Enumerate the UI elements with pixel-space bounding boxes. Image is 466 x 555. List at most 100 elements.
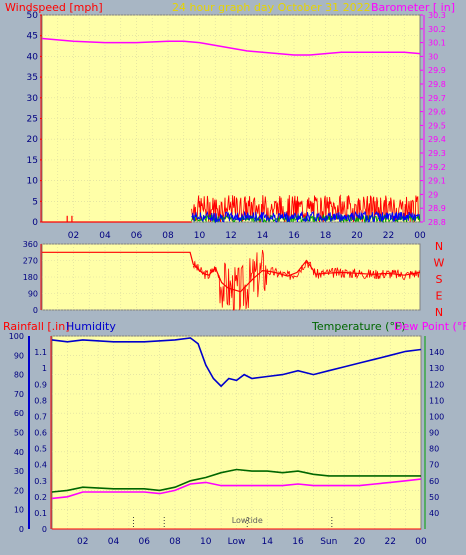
dew-point-series [51,478,422,500]
temperature-tick-label: 110 [429,396,444,405]
time-tick-label: 04 [99,231,111,241]
time-tick-label: 14 [257,231,269,241]
barometer-tick-label: 29.3 [428,149,446,158]
header: Windspeed [mph] 24 hour graph day Octobe… [5,1,455,14]
humidity-tick-label: 100 [9,332,24,341]
humidity-tick-label: 20 [14,486,24,495]
time-tick-label: 16 [288,231,300,241]
compass-label: S [436,273,443,286]
direction-series [42,251,421,293]
bottom-time-tick-label: 22 [385,537,396,547]
rainfall-tick-label: 0.9 [34,380,47,389]
wind-tick-label: 35 [27,73,38,83]
temperature-tick-label: 90 [429,429,439,438]
barometer-tick-label: 29.4 [428,135,446,144]
bottom-time-tick-label: Sun [320,537,337,547]
compass-label: E [436,290,443,303]
rainfall-tick-label: 0.5 [34,445,47,454]
temperature-tick-label: 50 [429,493,439,502]
compass-label: N [435,240,443,253]
rainfall-label: Rainfall [.in] [3,320,70,333]
humidity-tick-label: 70 [14,390,24,399]
rainfall-tick-label: 0.8 [34,396,47,405]
barometer-tick-label: 30 [428,52,438,61]
humidity-tick-label: 40 [14,448,24,457]
wind-tick-label: 5 [32,197,38,207]
barometer-tick-label: 29.1 [428,177,446,186]
barometer-series [41,37,421,56]
bottom-time-tick-label: Low [228,537,246,547]
barometer-tick-label: 29.6 [428,108,446,117]
wind-tick-label: 25 [27,115,38,125]
rainfall-tick-label: 0.1 [34,509,47,518]
barometer-tick-label: 30.1 [428,39,446,48]
barometer-tick-label: 28.9 [428,204,446,213]
time-tick-label: 02 [68,231,79,241]
windspeed-label: Windspeed [mph] [5,1,103,14]
wind-tick-label: 20 [27,135,39,145]
rainfall-tick-label: 0.6 [34,429,47,438]
temperature-tick-label: 40 [429,509,439,518]
time-tick-label: 10 [194,231,206,241]
humidity-series [51,337,422,388]
temperature-tick-label: 60 [429,477,439,486]
wind-tick-label: 45 [27,32,38,42]
rainfall-tick-label: 0.3 [34,477,47,486]
barometer-tick-label: 29 [428,190,438,199]
temperature-tick-label: 130 [429,364,444,373]
barometer-tick-label: 30.2 [428,25,446,34]
chart-title: 24 hour graph day October 31 2022 [172,1,371,14]
temperature-tick-label: 120 [429,380,444,389]
wind-barometer-panel: 0 5 10 15 20 25 30 35 40 45 50 28.8 28.9 29 29.1 29.2 29… [27,11,446,241]
direction-variability [192,249,420,311]
barometer-label: Barometer [ in] [371,1,455,14]
rainfall-tick-label: 0.2 [34,493,47,502]
compass-label: N [435,306,443,319]
barometer-tick-label: 30.3 [428,11,446,20]
humidity-tick-label: 30 [14,467,24,476]
time-tick-label: 20 [351,231,363,241]
barometer-tick-label: 29.9 [428,66,446,75]
bottom-time-tick-label: 08 [169,537,181,547]
humidity-tick-label: 0 [19,525,24,534]
direction-tick-label: 0 [33,306,38,315]
barometer-tick-label: 29.8 [428,80,446,89]
humidity-temperature-panel: Rainfall [.in] Humidity Temperature (°F)… [3,320,466,547]
wind-tick-label: 15 [27,156,38,166]
wind-avg-series [191,210,421,224]
rainfall-tick-label: 0 [42,525,47,534]
temperature-tick-label: 70 [429,461,439,470]
wind-tick-label: 40 [27,52,39,62]
temperature-tick-label: 140 [429,348,444,357]
wind-tick-label: 50 [27,11,39,21]
bottom-time-tick-label: 00 [415,537,427,547]
bottom-time-tick-label: 14 [262,537,274,547]
temperature-tick-label: 100 [429,412,444,421]
wind-gust-series [191,194,420,223]
humidity-tick-label: 90 [14,351,24,360]
direction-tick-label: 360 [23,240,38,249]
time-tick-label: 08 [162,231,174,241]
humidity-tick-label: 80 [14,371,24,380]
barometer-tick-label: 29.5 [428,121,446,130]
humidity-tick-label: 60 [14,409,24,418]
rainfall-tick-label: 0.4 [34,461,47,470]
barometer-tick-label: 29.7 [428,94,446,103]
time-tick-label: 06 [131,231,143,241]
bottom-time-tick-label: 04 [108,537,120,547]
temperature-label: Temperature (°F) [311,320,406,333]
rainfall-tick-label: 1 [42,364,47,373]
event-label: Lowtide [232,516,263,525]
bottom-time-tick-label: 10 [200,537,212,547]
temperature-tick-label: 80 [429,445,439,454]
temperature-series [51,468,421,493]
wind-tick-label: 30 [27,94,39,104]
direction-tick-label: 90 [28,290,38,299]
time-tick-label: 00 [414,231,426,241]
bottom-time-tick-label: 02 [77,537,88,547]
humidity-tick-label: 10 [14,506,24,515]
time-tick-label: 12 [225,231,236,241]
direction-tick-label: 270 [23,257,38,266]
